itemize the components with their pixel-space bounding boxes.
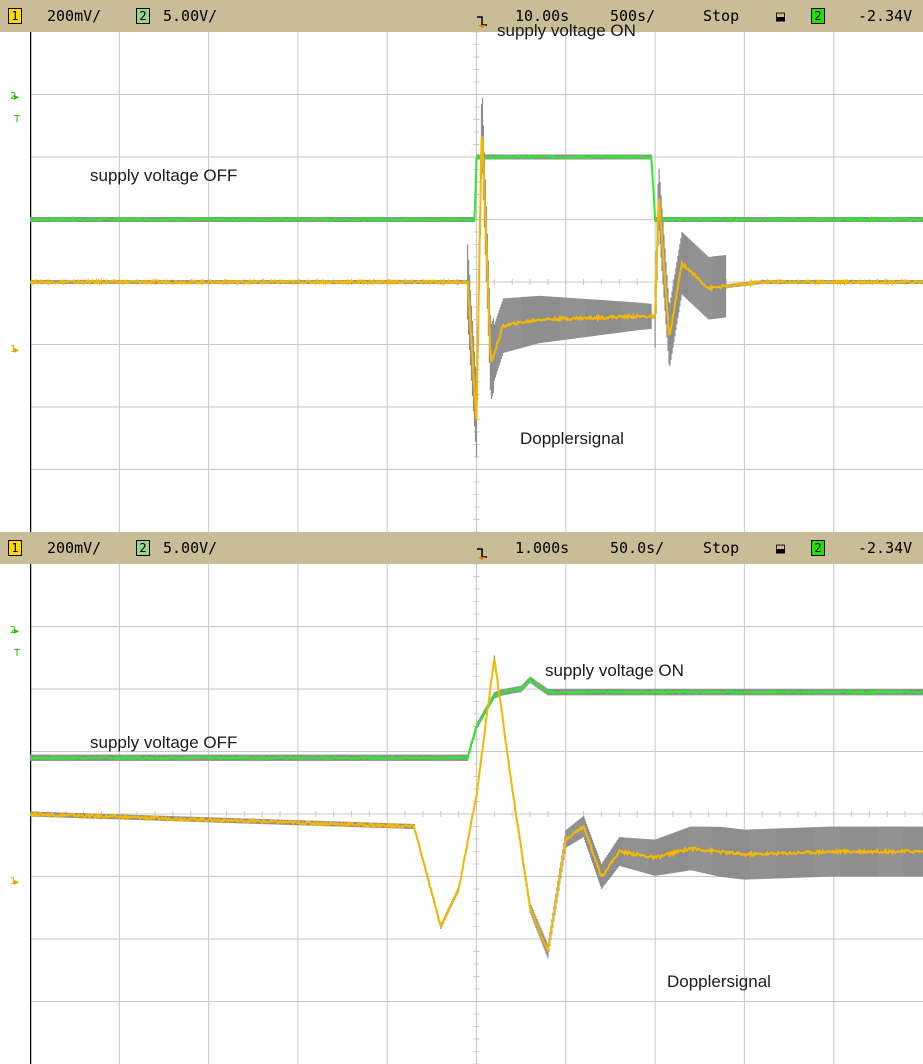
- ch2-ground-arrow-icon: ▸: [14, 626, 20, 637]
- waveform-plot: [30, 564, 923, 1064]
- ch1-ground-arrow-icon: ▸: [14, 877, 20, 888]
- time-delay: 10.00s: [515, 7, 570, 25]
- trace-supply-voltage: [30, 153, 923, 224]
- ch2-ground-marker: 2: [10, 625, 17, 636]
- trace-dopplersignal: [30, 136, 923, 420]
- status-bar: 1 200mV/ 2 5.00V/ 10.00s 500s/ Stop ⬓ 2 …: [0, 0, 923, 32]
- time-scale: 500s/: [610, 7, 656, 25]
- ch2-ground-arrow-icon: ▸: [14, 92, 20, 103]
- trigger-level: -2.34V: [858, 7, 913, 25]
- ch1-scale: 200mV/: [47, 539, 102, 557]
- time-delay: 1.000s: [515, 539, 570, 557]
- waveform-display: [30, 32, 923, 532]
- ch1-ground-marker: 1: [10, 344, 17, 355]
- ch1-badge: 1: [8, 8, 22, 24]
- trigger-slope-icon: ⬓: [776, 539, 786, 557]
- trigger-position-icon: [477, 548, 487, 560]
- ch1-ground-marker: 1: [10, 876, 17, 887]
- annotation-supply-on: supply voltage ON: [545, 661, 684, 680]
- waveform-display: [30, 564, 923, 1064]
- ch1-badge: 1: [8, 540, 22, 556]
- trigger-level-marker: T: [14, 114, 21, 125]
- trigger-level-marker: T: [14, 648, 21, 659]
- run-state: Stop: [703, 7, 740, 25]
- annotation-supply-on: supply voltage ON: [497, 21, 636, 40]
- annotation-doppler: Dopplersignal: [667, 972, 771, 991]
- ch2-ground-marker: 2: [10, 91, 17, 102]
- trace-supply-voltage: [30, 676, 923, 761]
- trace-dopplersignal: [30, 658, 923, 954]
- oscilloscope-capture-bottom: 1 200mV/ 2 5.00V/ 1.000s 50.0s/ Stop ⬓ 2…: [0, 532, 923, 1064]
- waveform-plot: [30, 32, 923, 532]
- trigger-channel-badge: 2: [811, 540, 825, 556]
- status-bar: 1 200mV/ 2 5.00V/ 1.000s 50.0s/ Stop ⬓ 2…: [0, 532, 923, 564]
- trigger-position-icon: [477, 16, 487, 28]
- ch2-badge: 2: [136, 8, 150, 24]
- trigger-channel-badge: 2: [811, 8, 825, 24]
- trigger-slope-icon: ⬓: [776, 7, 786, 25]
- run-state: Stop: [703, 539, 740, 557]
- trigger-level: -2.34V: [858, 539, 913, 557]
- ch2-scale: 5.00V/: [163, 539, 218, 557]
- annotation-supply-off: supply voltage OFF: [90, 733, 238, 752]
- ch1-scale: 200mV/: [47, 7, 102, 25]
- ch1-ground-arrow-icon: ▸: [14, 345, 20, 356]
- time-scale: 50.0s/: [610, 539, 665, 557]
- annotation-supply-off: supply voltage OFF: [90, 166, 238, 185]
- ch2-scale: 5.00V/: [163, 7, 218, 25]
- oscilloscope-capture-top: 1 200mV/ 2 5.00V/ 10.00s 500s/ Stop ⬓ 2 …: [0, 0, 923, 532]
- ch2-badge: 2: [136, 540, 150, 556]
- grid: [30, 564, 923, 1064]
- annotation-doppler: Dopplersignal: [520, 429, 624, 448]
